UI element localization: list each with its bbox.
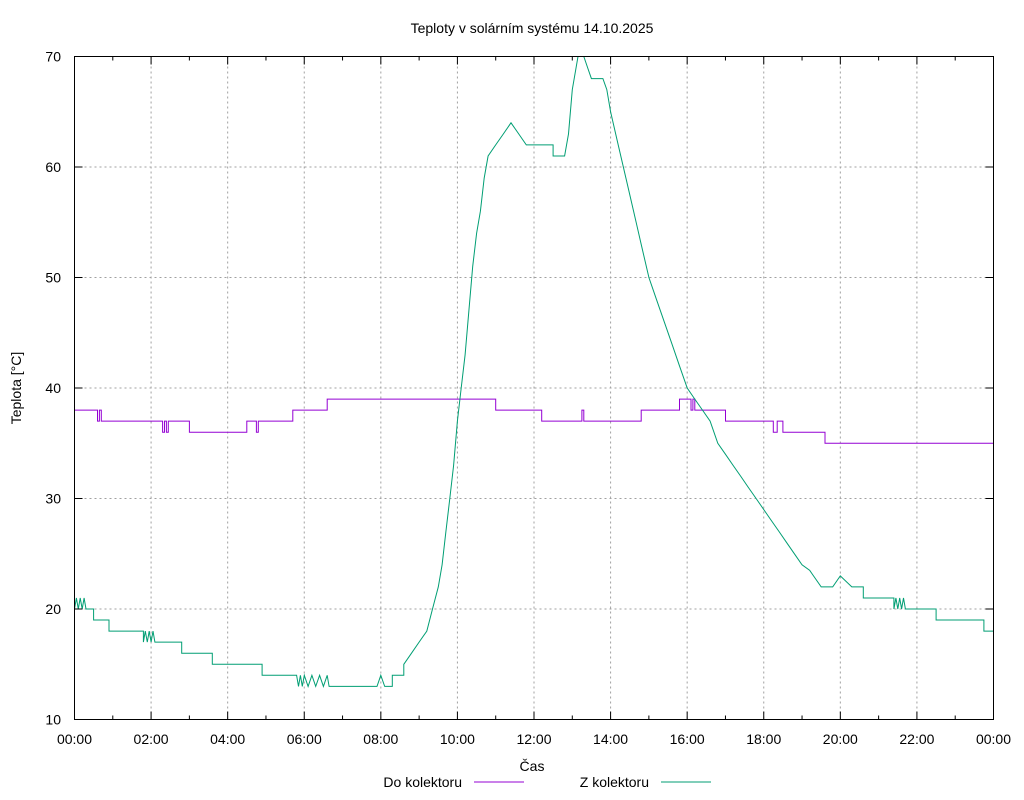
legend: Do kolektoru Z kolektoru xyxy=(383,774,711,790)
x-tick-label: 00:00 xyxy=(976,731,1011,747)
y-tick-label: 70 xyxy=(45,49,61,65)
y-tick-label: 30 xyxy=(45,491,61,507)
x-tick-label: 16:00 xyxy=(670,731,705,747)
y-tick-label: 60 xyxy=(45,159,61,175)
legend-label: Do kolektoru xyxy=(383,774,462,790)
x-tick-label: 20:00 xyxy=(823,731,858,747)
x-tick-label: 18:00 xyxy=(746,731,781,747)
y-axis-label: Teplota [°C] xyxy=(8,352,24,425)
grid-layer xyxy=(74,56,994,720)
x-tick-label: 22:00 xyxy=(899,731,934,747)
x-tick-label: 12:00 xyxy=(516,731,551,747)
chart-title: Teploty v solárním systému 14.10.2025 xyxy=(411,20,654,36)
tick-layer: 00:00 02:00 04:00 06:00 08:00 10:00 12:00 14:00… xyxy=(45,49,1011,748)
y-tick-label: 20 xyxy=(45,601,61,617)
x-tick-label: 08:00 xyxy=(363,731,398,747)
series-line-do-kolektoru xyxy=(74,398,994,444)
y-tick-label: 40 xyxy=(45,380,61,396)
legend-label: Z kolektoru xyxy=(580,774,649,790)
y-tick-label: 10 xyxy=(45,712,61,728)
series-layer xyxy=(74,56,994,688)
x-tick-label: 10:00 xyxy=(440,731,475,747)
x-tick-label: 06:00 xyxy=(287,731,322,747)
x-tick-label: 02:00 xyxy=(134,731,169,747)
x-tick-label: 14:00 xyxy=(593,731,628,747)
y-tick-label: 50 xyxy=(45,270,61,286)
x-tick-label: 04:00 xyxy=(210,731,245,747)
series-line-z-kolektoru xyxy=(74,56,994,688)
x-axis-label: Čas xyxy=(520,758,545,774)
x-tick-label: 00:00 xyxy=(57,731,92,747)
